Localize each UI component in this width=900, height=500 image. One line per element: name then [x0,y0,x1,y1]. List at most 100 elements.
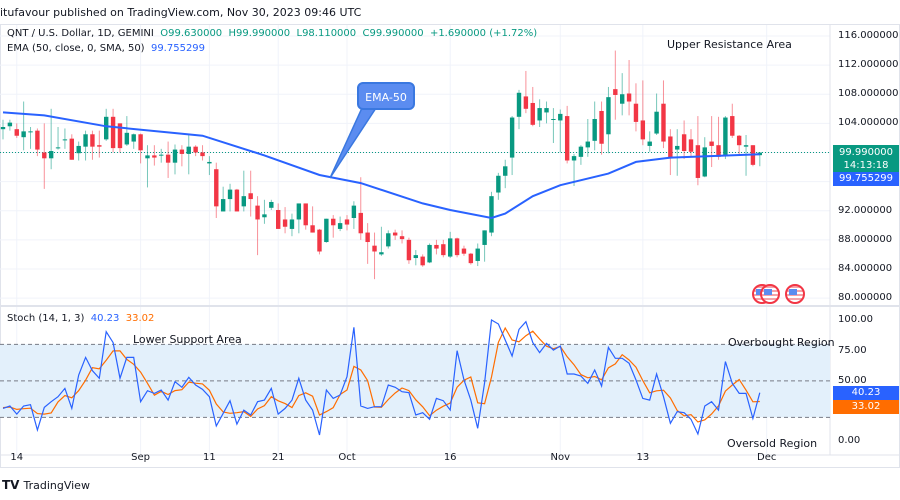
candle [675,129,680,176]
candle [578,145,584,165]
ema-legend[interactable]: EMA (50, close, 0, SMA, 50) 99.755299 [7,43,205,54]
candle-body [448,238,453,257]
ema-50-line[interactable] [2,111,760,220]
candle [592,101,597,151]
candle-body [372,245,377,252]
stoch-legend[interactable]: Stoch (14, 1, 3) 40.23 33.02 [7,313,154,324]
candle [179,145,185,167]
candle [220,186,226,212]
candle-body [434,244,439,249]
candle [344,215,350,231]
price-tick: 116.000000 [838,30,899,41]
last-price-value: 99.990000 [838,147,894,158]
candle [399,230,405,244]
candle-body [661,103,666,142]
candle [613,50,618,120]
candle [351,201,357,229]
candle-body [599,110,604,144]
candle-body [681,134,687,152]
candle [35,128,40,157]
candle-body [14,129,19,136]
candle [750,145,756,167]
candle-body [69,138,74,160]
candle-body [668,136,673,158]
candle-body [379,252,384,255]
candle [716,116,721,160]
candle [427,243,432,264]
candle-body [179,149,185,154]
candle-body [220,199,226,212]
stoch-k-line[interactable] [2,319,761,436]
candle-body [620,94,625,104]
candle-body [654,111,659,134]
candle [468,252,474,265]
candle-body [757,152,762,156]
candle-body [104,116,109,140]
candle-body [310,225,315,233]
oversold-label: Oversold Region [727,437,818,449]
us-flag-event-icon[interactable] [785,284,805,304]
candle [406,237,412,264]
candle-body [0,127,6,130]
time-tick: Sep [131,452,151,463]
ema-price-badge: 99.755299 [833,172,899,186]
candle-body [124,132,130,145]
candle [475,243,480,267]
candle-body [544,108,549,113]
candle-body [702,147,707,177]
candle [48,108,54,170]
candle-body [62,139,68,141]
candle [448,231,453,259]
candle-body [503,166,508,176]
candle-body [131,134,136,142]
candle-body [427,244,432,263]
candle [434,239,439,255]
price-tick: 88.000000 [838,234,893,245]
ema-callout-label: EMA-50 [357,82,415,110]
candle [303,203,308,230]
candle-body [152,155,157,158]
us-flag-event-icon[interactable] [760,284,780,304]
candle-body [172,149,178,163]
candle [640,80,646,146]
candle [14,123,19,138]
candle-body [145,155,150,159]
candle-body [551,118,556,120]
candle-body [214,169,219,207]
candle [730,103,735,138]
ema-legend-value: 99.755299 [150,43,206,54]
candle [110,108,116,153]
candle-body [289,219,295,229]
candle-body [193,146,198,153]
candle-body [117,123,123,149]
candle-body [303,203,308,226]
candle [172,144,178,175]
published-caption: itufavour published on TradingView.com, … [0,6,362,19]
candle [227,183,233,212]
ema-legend-label: EMA (50, close, 0, SMA, 50) [7,43,145,54]
price-tick: 84.000000 [838,263,893,274]
candle-body [241,196,246,207]
candle-body [386,233,391,247]
candle [668,129,673,176]
candle [372,232,377,280]
candle-body [392,232,398,236]
candle-body [55,147,61,149]
candle-body [21,131,26,138]
candle-body [530,102,535,125]
candle-body [626,93,632,102]
candle-body [138,134,143,151]
price-tick: 104.000000 [838,117,899,128]
symbol-name[interactable]: QNT / U.S. Dollar, 1D, GEMINI [7,28,154,39]
candle-body [558,113,563,121]
time-tick: 14 [10,452,24,463]
candle [159,148,164,163]
candle-body [420,256,425,266]
price-tick: 108.000000 [838,88,899,99]
candle [544,101,549,124]
stoch-d-badge: 33.02 [833,400,899,414]
candle [337,216,343,232]
candle [241,170,246,212]
candle [695,116,701,186]
